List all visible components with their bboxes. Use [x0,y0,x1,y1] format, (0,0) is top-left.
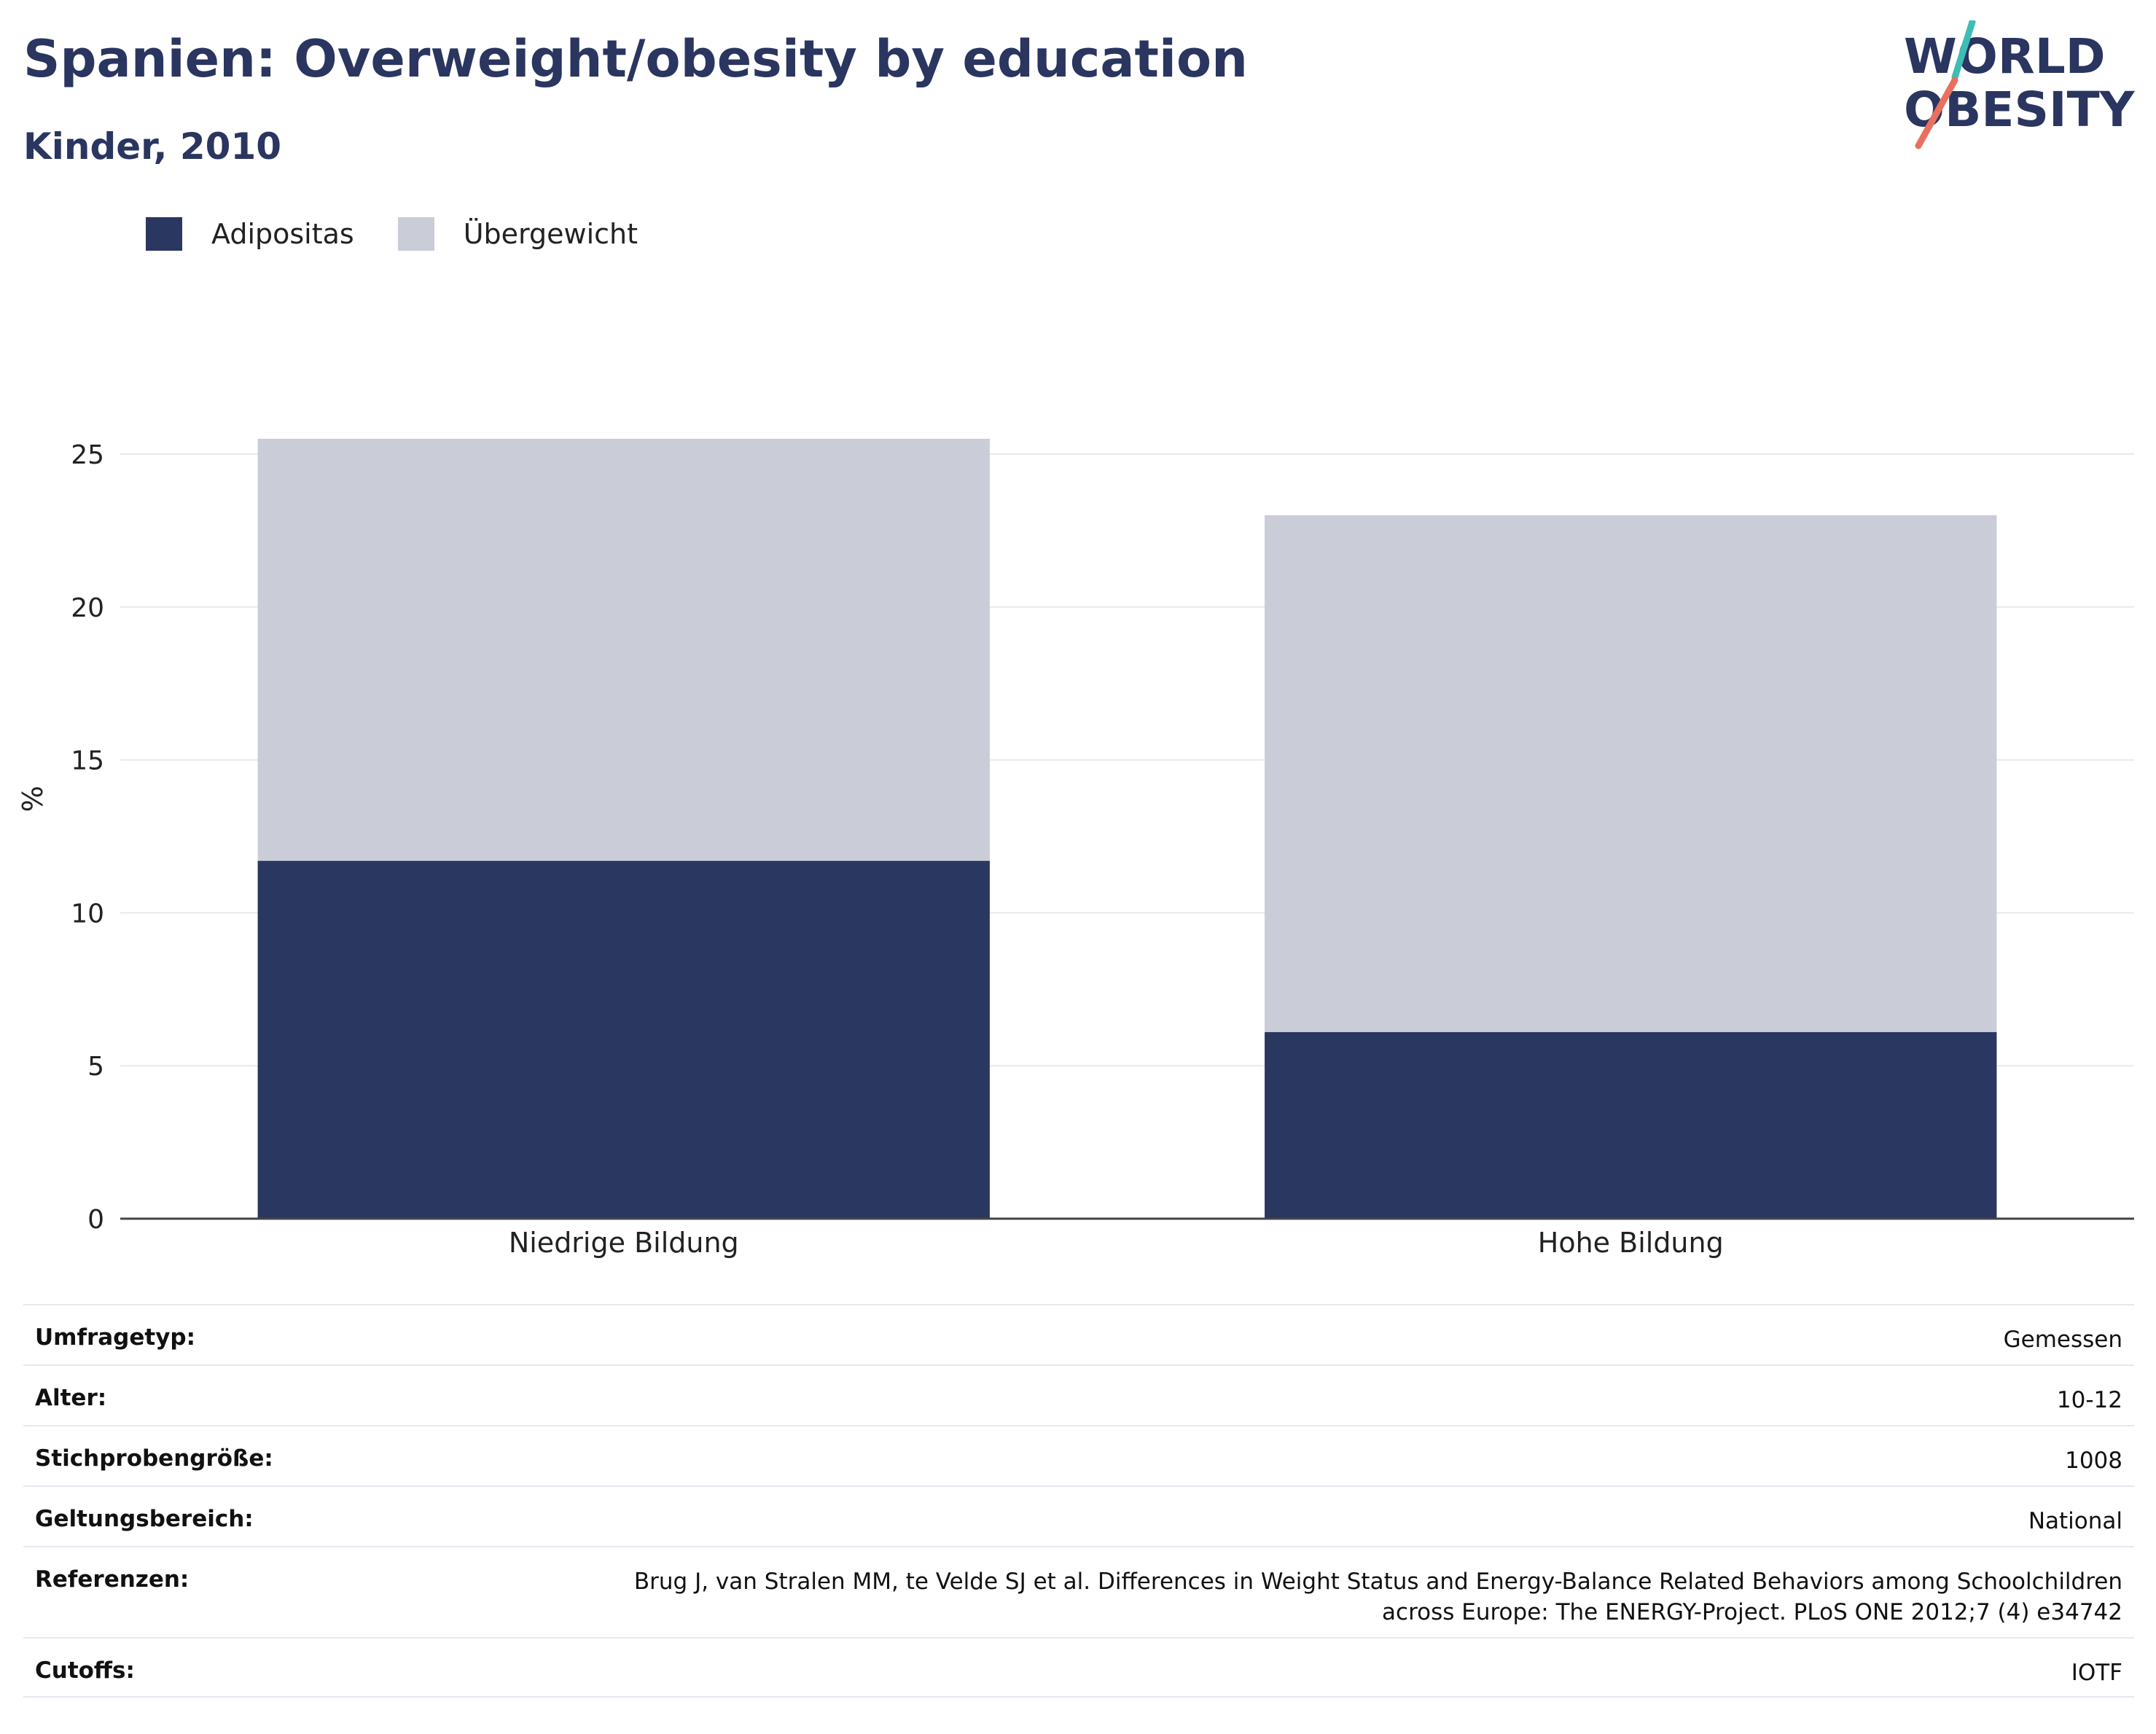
legend-label-adipositas: Adipositas [211,218,354,250]
meta-label: Referenzen: [35,1566,190,1593]
meta-value-line: 1008 [2065,1448,2122,1474]
chart-title: Spanien: Overweight/obesity by education [23,29,1248,89]
meta-value: 1008 [2065,1426,2122,1476]
meta-value-line: Gemessen [2003,1327,2122,1353]
meta-row: Referenzen: Brug J, van Stralen MM, te Ve… [23,1546,2134,1637]
x-tick-label: Niedrige Bildung [509,1227,739,1259]
meta-value: National [2028,1487,2122,1536]
y-tick-label: 25 [71,440,104,470]
meta-label: Stichprobengröße: [35,1445,273,1472]
meta-row: Alter: 10-12 [23,1364,2134,1425]
meta-row: Geltungsbereich: National [23,1485,2134,1546]
logo-slash-teal [1951,20,1976,81]
meta-row: Cutoffs: IOTF [23,1637,2134,1698]
legend-item-adipositas[interactable]: Adipositas [146,217,354,251]
chart-subtitle: Kinder, 2010 [23,125,282,168]
bar-uebergewicht-0[interactable] [257,438,990,862]
x-tick-label: Hohe Bildung [1538,1227,1724,1259]
legend-swatch-uebergewicht [397,217,434,251]
meta-label: Umfragetyp: [35,1324,195,1351]
chart-legend: Adipositas Übergewicht [146,217,681,251]
bar-uebergewicht-1[interactable] [1265,515,1997,1033]
y-tick-label: 0 [87,1205,104,1235]
logo-text-world: WORLD [1904,28,2106,85]
y-tick-label: 10 [71,899,104,929]
meta-value-line: Brug J, van Stralen MM, te Velde SJ et a… [633,1569,2122,1595]
meta-label: Geltungsbereich: [35,1506,254,1532]
meta-row: Umfragetyp: Gemessen [23,1304,2134,1364]
meta-value: IOTF [2071,1639,2122,1688]
meta-row: Stichprobengröße: 1008 [23,1425,2134,1485]
legend-swatch-adipositas [146,217,182,251]
world-obesity-logo: WORLD OBESITY [1904,20,2136,149]
meta-value: Gemessen [2004,1305,2122,1355]
meta-value-line: 10-12 [2056,1387,2122,1413]
y-tick-label: 15 [71,746,104,776]
meta-value: Brug J, van Stralen MM, te Velde SJ et a… [634,1547,2122,1628]
meta-value-line: National [2028,1508,2122,1534]
bars [257,438,1997,1219]
meta-label: Alter: [35,1385,107,1411]
logo-text-obesity: OBESITY [1904,82,2136,138]
y-tick-label: 5 [87,1052,104,1082]
meta-value-line: across Europe: The ENERGY-Project. PLoS … [1382,1599,2122,1625]
meta-label: Cutoffs: [35,1657,135,1684]
metadata-table: Umfragetyp: Gemessen Alter: 10-12 Stichprobe… [23,1304,2134,1698]
meta-value: 10-12 [2057,1366,2122,1415]
y-tick-labels: 0 5 10 15 20 25 [71,440,104,1235]
meta-value-line: IOTF [2071,1660,2122,1686]
legend-label-uebergewicht: Übergewicht [463,218,638,250]
bar-adipositas-1[interactable] [1265,1032,1997,1219]
y-tick-label: 20 [71,593,104,623]
legend-item-uebergewicht[interactable]: Übergewicht [397,217,638,251]
bar-adipositas-0[interactable] [257,861,990,1219]
y-axis-label: % [17,786,49,812]
logo-slash-red [1915,77,1958,149]
x-tick-labels: Niedrige Bildung Hohe Bildung [509,1227,1724,1259]
